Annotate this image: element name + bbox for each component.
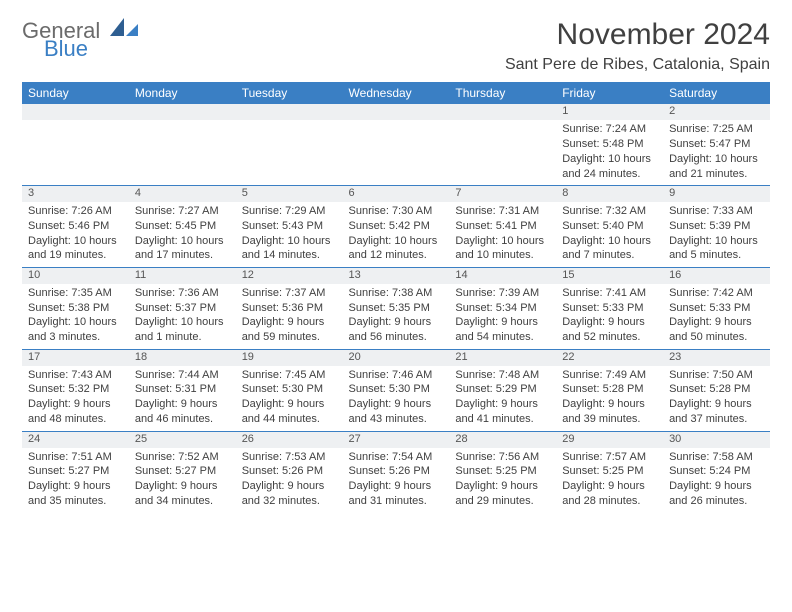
day-detail: Sunrise: 7:50 AM Sunset: 5:28 PM Dayligh… — [663, 366, 770, 432]
day-number: 17 — [22, 350, 129, 366]
day-detail: Sunrise: 7:39 AM Sunset: 5:34 PM Dayligh… — [449, 284, 556, 350]
day-detail: Sunrise: 7:56 AM Sunset: 5:25 PM Dayligh… — [449, 448, 556, 513]
day-detail: Sunrise: 7:53 AM Sunset: 5:26 PM Dayligh… — [236, 448, 343, 513]
month-title: November 2024 — [505, 18, 770, 52]
day-number: 24 — [22, 432, 129, 448]
day-detail: Sunrise: 7:48 AM Sunset: 5:29 PM Dayligh… — [449, 366, 556, 432]
day-number: 10 — [22, 268, 129, 284]
day-number: 1 — [556, 104, 663, 120]
day-detail — [22, 120, 129, 186]
day-detail: Sunrise: 7:36 AM Sunset: 5:37 PM Dayligh… — [129, 284, 236, 350]
header: General Blue November 2024 Sant Pere de … — [22, 18, 770, 74]
title-block: November 2024 Sant Pere de Ribes, Catalo… — [505, 18, 770, 74]
day-detail — [236, 120, 343, 186]
day-number: 5 — [236, 186, 343, 202]
day-number — [22, 104, 129, 120]
location-text: Sant Pere de Ribes, Catalonia, Spain — [505, 56, 770, 74]
day-detail: Sunrise: 7:44 AM Sunset: 5:31 PM Dayligh… — [129, 366, 236, 432]
brand-logo: General Blue — [22, 18, 138, 60]
col-header: Saturday — [663, 82, 770, 104]
day-detail: Sunrise: 7:31 AM Sunset: 5:41 PM Dayligh… — [449, 202, 556, 268]
day-number — [236, 104, 343, 120]
detail-row: Sunrise: 7:35 AM Sunset: 5:38 PM Dayligh… — [22, 284, 770, 350]
detail-row: Sunrise: 7:51 AM Sunset: 5:27 PM Dayligh… — [22, 448, 770, 513]
detail-row: Sunrise: 7:26 AM Sunset: 5:46 PM Dayligh… — [22, 202, 770, 268]
day-number: 27 — [343, 432, 450, 448]
day-number: 16 — [663, 268, 770, 284]
day-number: 3 — [22, 186, 129, 202]
col-header: Sunday — [22, 82, 129, 104]
day-number: 25 — [129, 432, 236, 448]
day-number: 2 — [663, 104, 770, 120]
day-detail: Sunrise: 7:25 AM Sunset: 5:47 PM Dayligh… — [663, 120, 770, 186]
day-number: 14 — [449, 268, 556, 284]
daynum-row: 10111213141516 — [22, 268, 770, 284]
day-number: 7 — [449, 186, 556, 202]
day-number: 11 — [129, 268, 236, 284]
day-detail: Sunrise: 7:38 AM Sunset: 5:35 PM Dayligh… — [343, 284, 450, 350]
day-number: 15 — [556, 268, 663, 284]
day-number: 26 — [236, 432, 343, 448]
brand-sail-icon — [110, 18, 138, 43]
day-number: 8 — [556, 186, 663, 202]
col-header: Tuesday — [236, 82, 343, 104]
calendar-header-row: Sunday Monday Tuesday Wednesday Thursday… — [22, 82, 770, 104]
col-header: Monday — [129, 82, 236, 104]
detail-row: Sunrise: 7:43 AM Sunset: 5:32 PM Dayligh… — [22, 366, 770, 432]
col-header: Thursday — [449, 82, 556, 104]
day-detail: Sunrise: 7:54 AM Sunset: 5:26 PM Dayligh… — [343, 448, 450, 513]
daynum-row: 24252627282930 — [22, 432, 770, 448]
day-detail: Sunrise: 7:29 AM Sunset: 5:43 PM Dayligh… — [236, 202, 343, 268]
day-detail: Sunrise: 7:37 AM Sunset: 5:36 PM Dayligh… — [236, 284, 343, 350]
col-header: Wednesday — [343, 82, 450, 104]
day-detail: Sunrise: 7:49 AM Sunset: 5:28 PM Dayligh… — [556, 366, 663, 432]
daynum-row: 12 — [22, 104, 770, 120]
day-detail: Sunrise: 7:57 AM Sunset: 5:25 PM Dayligh… — [556, 448, 663, 513]
day-detail: Sunrise: 7:41 AM Sunset: 5:33 PM Dayligh… — [556, 284, 663, 350]
day-detail: Sunrise: 7:52 AM Sunset: 5:27 PM Dayligh… — [129, 448, 236, 513]
day-number: 28 — [449, 432, 556, 448]
day-detail: Sunrise: 7:45 AM Sunset: 5:30 PM Dayligh… — [236, 366, 343, 432]
calendar-body: 12Sunrise: 7:24 AM Sunset: 5:48 PM Dayli… — [22, 104, 770, 513]
day-detail: Sunrise: 7:24 AM Sunset: 5:48 PM Dayligh… — [556, 120, 663, 186]
col-header: Friday — [556, 82, 663, 104]
day-detail: Sunrise: 7:51 AM Sunset: 5:27 PM Dayligh… — [22, 448, 129, 513]
day-detail: Sunrise: 7:27 AM Sunset: 5:45 PM Dayligh… — [129, 202, 236, 268]
day-detail: Sunrise: 7:43 AM Sunset: 5:32 PM Dayligh… — [22, 366, 129, 432]
daynum-row: 17181920212223 — [22, 350, 770, 366]
day-number — [129, 104, 236, 120]
day-detail — [129, 120, 236, 186]
day-detail: Sunrise: 7:32 AM Sunset: 5:40 PM Dayligh… — [556, 202, 663, 268]
day-detail: Sunrise: 7:26 AM Sunset: 5:46 PM Dayligh… — [22, 202, 129, 268]
daynum-row: 3456789 — [22, 186, 770, 202]
day-number: 9 — [663, 186, 770, 202]
brand-text: General Blue — [22, 18, 138, 60]
day-detail: Sunrise: 7:33 AM Sunset: 5:39 PM Dayligh… — [663, 202, 770, 268]
day-number — [449, 104, 556, 120]
detail-row: Sunrise: 7:24 AM Sunset: 5:48 PM Dayligh… — [22, 120, 770, 186]
day-number: 18 — [129, 350, 236, 366]
day-detail: Sunrise: 7:46 AM Sunset: 5:30 PM Dayligh… — [343, 366, 450, 432]
calendar-table: Sunday Monday Tuesday Wednesday Thursday… — [22, 82, 770, 513]
day-number: 19 — [236, 350, 343, 366]
day-detail: Sunrise: 7:58 AM Sunset: 5:24 PM Dayligh… — [663, 448, 770, 513]
day-number: 13 — [343, 268, 450, 284]
day-detail — [343, 120, 450, 186]
day-number: 30 — [663, 432, 770, 448]
day-number: 21 — [449, 350, 556, 366]
day-number: 4 — [129, 186, 236, 202]
day-number: 29 — [556, 432, 663, 448]
day-detail: Sunrise: 7:35 AM Sunset: 5:38 PM Dayligh… — [22, 284, 129, 350]
day-number: 23 — [663, 350, 770, 366]
day-number: 12 — [236, 268, 343, 284]
day-number — [343, 104, 450, 120]
day-number: 20 — [343, 350, 450, 366]
calendar-page: General Blue November 2024 Sant Pere de … — [0, 0, 792, 523]
day-number: 6 — [343, 186, 450, 202]
day-number: 22 — [556, 350, 663, 366]
day-detail: Sunrise: 7:42 AM Sunset: 5:33 PM Dayligh… — [663, 284, 770, 350]
day-detail: Sunrise: 7:30 AM Sunset: 5:42 PM Dayligh… — [343, 202, 450, 268]
day-detail — [449, 120, 556, 186]
